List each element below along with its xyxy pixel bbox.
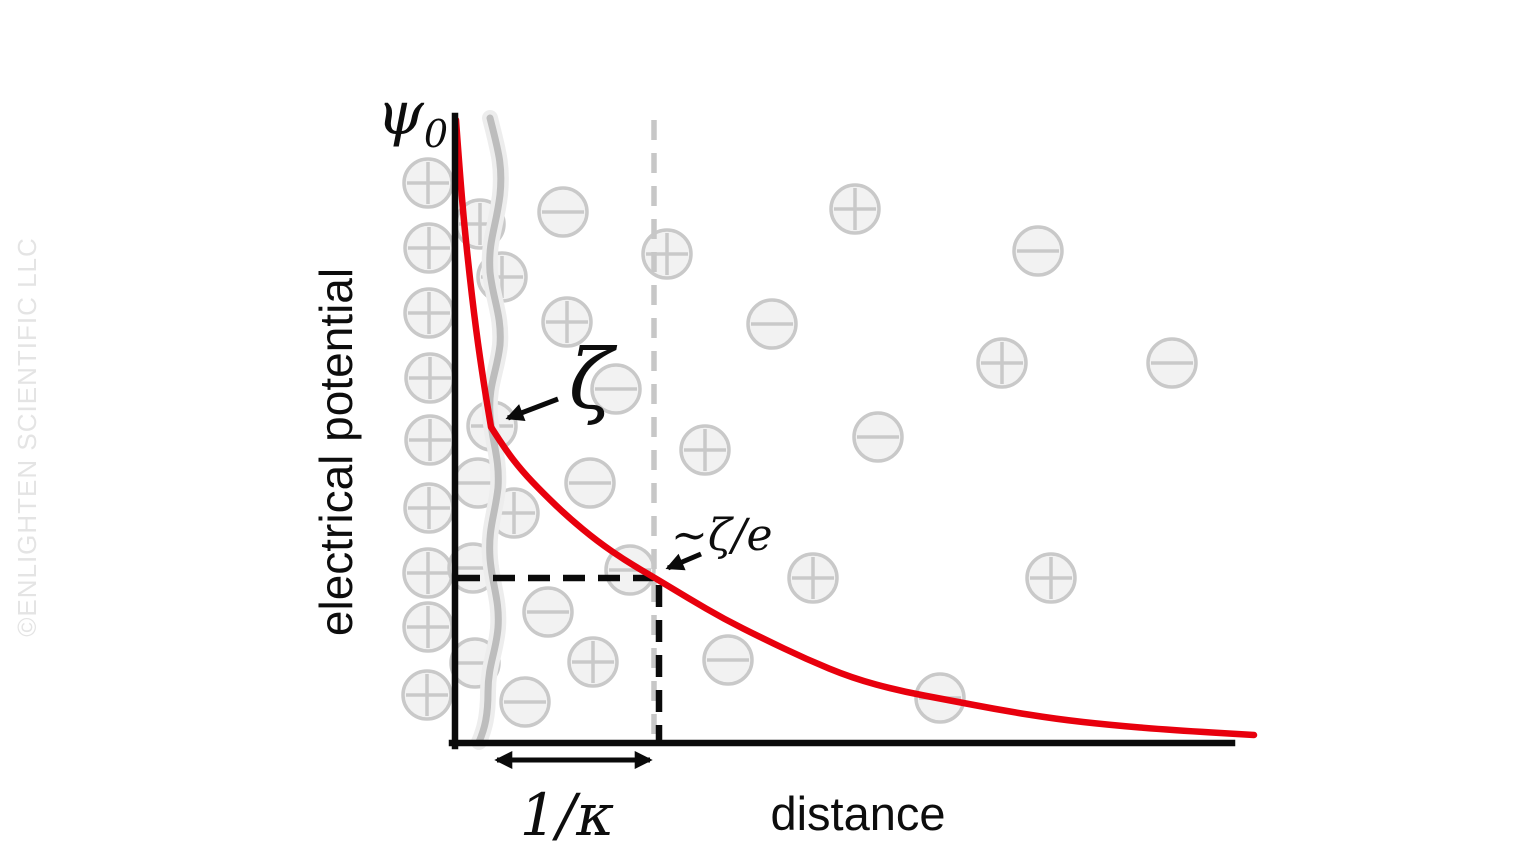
ion-positive [1025, 552, 1077, 604]
psi-symbol: ψ [377, 79, 425, 149]
ion-positive [402, 601, 454, 653]
psi-subscript: 0 [424, 112, 448, 156]
ion-positive [402, 547, 454, 599]
ion-positive [403, 287, 455, 339]
debye-length-label: 1/κ [520, 781, 614, 849]
ion-negative [564, 457, 616, 509]
ion-positive [567, 636, 619, 688]
ion-negative [1146, 337, 1198, 389]
zeta-label: ζ [569, 333, 618, 428]
ion-negative [702, 634, 754, 686]
ion-negative [746, 298, 798, 350]
ion-positive [679, 424, 731, 476]
ion-positive [829, 183, 881, 235]
ion-positive [402, 157, 454, 209]
x-axis-label: distance [770, 787, 945, 840]
watermark: ©ENLIGHTEN SCIENTIFIC LLC [12, 237, 42, 637]
ion-negative [522, 586, 574, 638]
ion-positive [976, 337, 1028, 389]
ion-negative [590, 363, 642, 415]
ion-positive [787, 552, 839, 604]
ion-positive [401, 669, 453, 721]
potential-curve [452, 116, 1258, 739]
ion-positive [641, 228, 693, 280]
ion-negative [852, 411, 904, 463]
ion-negative [537, 186, 589, 238]
ion-negative [1012, 225, 1064, 277]
zeta-e-arrow [665, 551, 702, 571]
ion-negative [499, 676, 551, 728]
ion-positive [404, 414, 456, 466]
ion-layer [401, 157, 1198, 728]
ion-positive [541, 296, 593, 348]
y-axis-label: electrical potential [310, 268, 362, 636]
ion-positive [403, 482, 455, 534]
zeta-arrow [505, 396, 559, 421]
surface-potential-label: ψ0 [377, 79, 448, 156]
ion-positive [403, 222, 455, 274]
zeta-over-e-label: ~ζ/e [671, 510, 773, 561]
ion-positive [404, 352, 456, 404]
slipping-plane-squiggle [475, 114, 505, 746]
